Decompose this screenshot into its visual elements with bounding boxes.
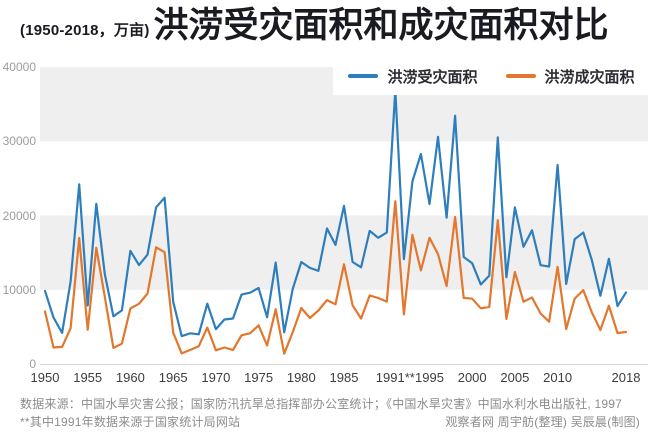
- x-tick-label: 2010: [543, 370, 573, 385]
- plot-band: [40, 215, 648, 290]
- x-tick-label: 1960: [115, 370, 145, 385]
- x-tick-label: 2000: [457, 370, 487, 385]
- title-range-unit: (1950-2018，万亩): [20, 21, 150, 39]
- x-tick-label: 2005: [500, 370, 530, 385]
- x-tick-label: 1975: [244, 370, 274, 385]
- y-tick-label: 30000: [2, 134, 36, 149]
- legend-label-damaged-area: 洪涝成灾面积: [544, 68, 635, 86]
- x-tick-label: 1980: [286, 370, 316, 385]
- x-tick-label: 1955: [73, 370, 103, 385]
- x-tick-label: 1950: [30, 370, 60, 385]
- footer-row: **其中1991年数据来源于国家统计局网站 观察者网 周宇舫(整理) 吴辰晨(制…: [20, 413, 640, 430]
- x-tick-label: 1995: [415, 370, 444, 385]
- legend-item-affected-area[interactable]: 洪涝受灾面积: [348, 66, 478, 87]
- data-source-note: 数据来源：中国水旱灾害公报；国家防汛抗旱总指挥部办公室统计；《中国水旱灾害》中国…: [20, 397, 622, 411]
- y-tick-label: 10000: [2, 282, 36, 297]
- x-tick-label: 1970: [201, 370, 231, 385]
- x-tick-label: 2018: [611, 370, 641, 385]
- x-tick-label: 1965: [158, 370, 188, 385]
- x-tick-label: 1985: [329, 370, 359, 385]
- credit-line: 观察者网 周宇舫(整理) 吴辰晨(制图): [445, 415, 640, 429]
- affected-area-line: [43, 88, 628, 338]
- y-tick-label: 20000: [2, 208, 36, 223]
- chart-header: (1950-2018，万亩) 洪涝受灾面积和成灾面积对比: [20, 6, 646, 45]
- y-tick-label: 40000: [2, 60, 36, 74]
- x-tick-label: 1991**: [375, 370, 415, 385]
- chart-legend: 洪涝受灾面积 洪涝成灾面积: [333, 57, 650, 95]
- damaged-area-line-swatch: [505, 74, 536, 78]
- footnote-1991: **其中1991年数据来源于国家统计局网站: [20, 415, 241, 429]
- legend-label-affected-area: 洪涝受灾面积: [387, 68, 478, 86]
- legend-item-damaged-area[interactable]: 洪涝成灾面积: [505, 66, 635, 87]
- affected-area-line-swatch: [348, 74, 379, 78]
- damaged-area-line: [43, 200, 628, 355]
- page-title: 洪涝受灾面积和成灾面积对比: [153, 6, 609, 45]
- y-tick-label: 0: [29, 357, 36, 371]
